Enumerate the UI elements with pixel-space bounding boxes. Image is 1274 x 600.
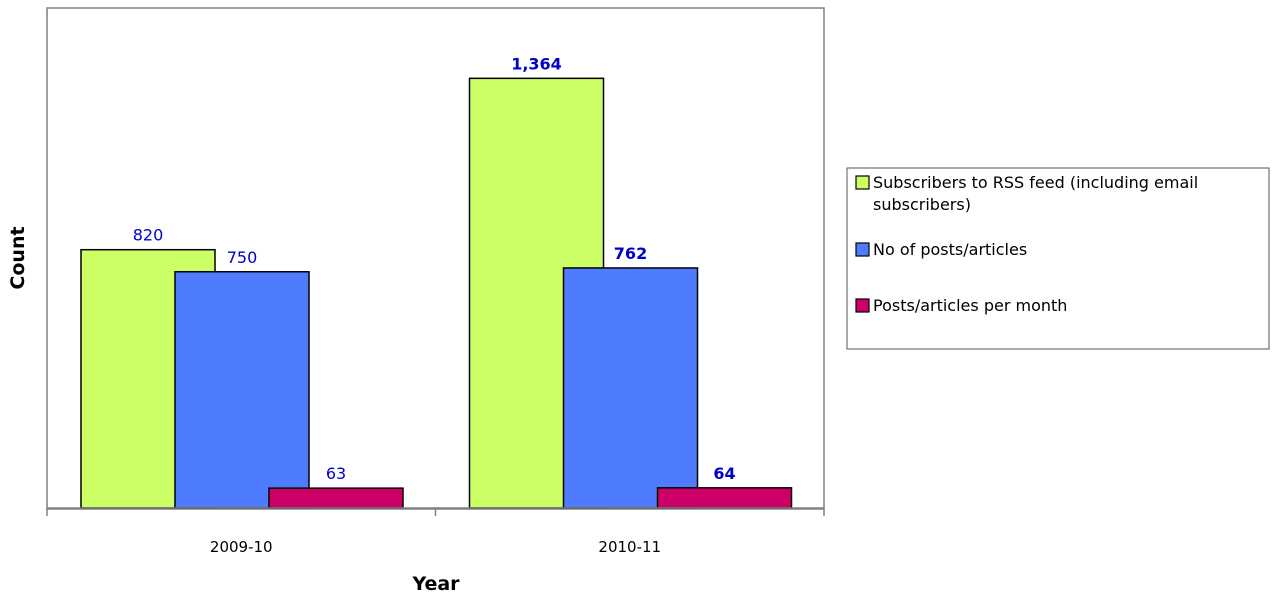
data-label-2009-10-series-3: 63 [326, 464, 346, 483]
bar-2009-10-series-3 [268, 487, 404, 509]
legend-swatch-series-1 [855, 175, 870, 190]
bar-2010-11-series-2 [562, 267, 699, 509]
legend-box [846, 167, 1270, 350]
x-axis: 2009-10 2010-11 [46, 507, 825, 556]
legend-label-series-2: No of posts/articles [873, 240, 1027, 259]
data-label-2010-11-series-3: 64 [713, 464, 735, 483]
bar-2009-10-series-2 [174, 271, 310, 509]
legend-swatch-series-2 [855, 242, 870, 257]
legend: Subscribers to RSS feed (including email… [855, 173, 1198, 315]
x-tick-label-2009-10: 2009-10 [210, 538, 273, 556]
y-axis-title: Count [7, 226, 29, 289]
data-label-2009-10-series-2: 750 [227, 248, 258, 267]
bars-layer [80, 77, 793, 509]
data-labels-layer: 820 750 63 1,364 762 64 [133, 54, 736, 483]
legend-label-series-3: Posts/articles per month [873, 296, 1067, 315]
x-axis-title: Year [411, 573, 460, 595]
bar-2010-11-series-3 [656, 487, 793, 509]
data-label-2010-11-series-1: 1,364 [511, 54, 562, 73]
data-label-2009-10-series-1: 820 [133, 226, 164, 245]
legend-swatch-series-3 [855, 298, 870, 313]
data-label-2010-11-series-2: 762 [614, 244, 647, 263]
legend-label-series-1: Subscribers to RSS feed (including email… [873, 173, 1198, 214]
x-tick-label-2010-11: 2010-11 [598, 538, 661, 556]
